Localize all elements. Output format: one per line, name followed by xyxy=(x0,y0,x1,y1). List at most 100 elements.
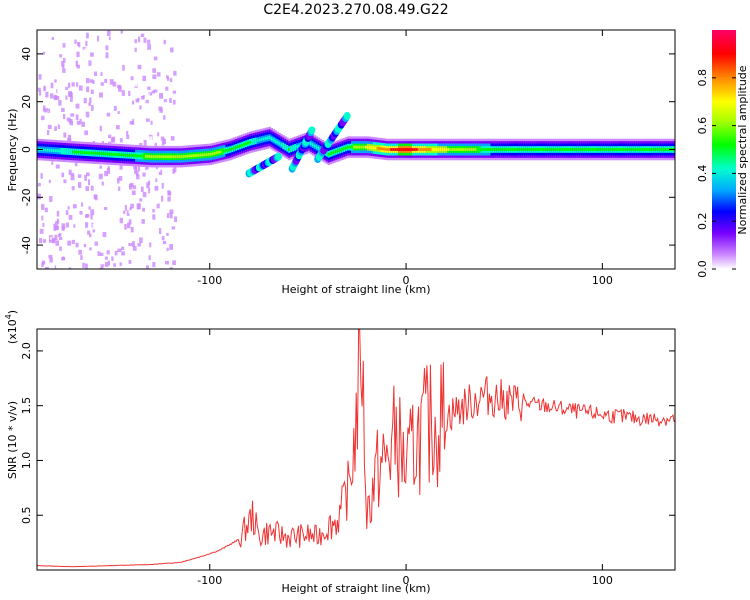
noise-cell xyxy=(61,61,65,67)
spectrogram-cell xyxy=(355,145,358,149)
noise-cell xyxy=(46,215,50,220)
noise-cell xyxy=(70,174,75,181)
spectrogram-cell xyxy=(651,148,654,151)
spectrogram-cell xyxy=(52,149,56,152)
noise-cell xyxy=(90,214,93,220)
noise-cell xyxy=(132,246,137,251)
noise-cell xyxy=(110,36,114,41)
noise-cell xyxy=(139,142,143,148)
noise-cell xyxy=(71,245,76,252)
noise-cell xyxy=(84,174,87,181)
spectrogram-cell xyxy=(614,148,617,151)
noise-cell xyxy=(128,260,132,264)
spectrogram-cell xyxy=(162,155,166,159)
spectrogram-cell xyxy=(631,148,635,151)
noise-cell xyxy=(162,138,166,145)
noise-cell xyxy=(54,126,57,132)
noise-cell xyxy=(138,36,141,43)
spectrogram-cell xyxy=(156,155,160,159)
spectrogram-cell xyxy=(529,148,533,151)
noise-cell xyxy=(161,77,165,82)
spectrogram-cell xyxy=(282,144,285,148)
noise-cell xyxy=(69,193,72,198)
noise-cell xyxy=(128,219,132,225)
noise-cell xyxy=(61,107,65,112)
snr-ylabel: SNR (10 * v/v) xyxy=(6,401,19,479)
noise-cell xyxy=(121,90,125,96)
noise-cell xyxy=(99,165,103,169)
noise-cell xyxy=(53,223,56,228)
spectrogram-cell xyxy=(135,154,138,158)
spectrogram-cell xyxy=(500,148,503,151)
spectrogram-cell xyxy=(252,139,256,143)
noise-cell xyxy=(72,204,77,209)
y-tick-label: -40 xyxy=(20,236,33,254)
noise-cell xyxy=(43,108,48,113)
spectrogram-cell xyxy=(610,148,613,151)
noise-cell xyxy=(131,190,136,196)
spectrogram-cell xyxy=(296,145,299,149)
noise-cell xyxy=(143,49,148,54)
noise-cell xyxy=(63,179,67,184)
spectrogram-cell xyxy=(604,148,607,151)
noise-cell xyxy=(85,186,89,191)
noise-cell xyxy=(130,76,134,81)
noise-cell xyxy=(62,57,66,63)
noise-cell xyxy=(87,179,91,186)
x-tick-label: -100 xyxy=(197,574,222,587)
spectrogram-cell xyxy=(574,148,578,151)
x-tick-label: 100 xyxy=(592,274,613,287)
spectrogram-cell xyxy=(486,148,489,151)
colorbar-tick-label: 0.6 xyxy=(696,117,709,135)
spectrogram-cell xyxy=(290,147,293,151)
noise-cell xyxy=(159,186,162,190)
noise-cell xyxy=(67,206,70,210)
noise-cell xyxy=(129,116,133,122)
spectrogram-cell xyxy=(488,148,491,151)
colorbar-ticks: 0.0 0.2 0.4 0.6 0.8 xyxy=(696,69,736,278)
spectrogram-cell xyxy=(537,148,540,151)
noise-cell xyxy=(122,64,125,71)
snr-plot-area xyxy=(37,329,675,568)
spectrogram-cell xyxy=(349,145,352,149)
spectrogram-cell xyxy=(78,150,81,154)
noise-cell xyxy=(57,51,61,55)
noise-cell xyxy=(103,73,106,80)
noise-cell xyxy=(46,32,49,38)
noise-cell xyxy=(173,70,177,76)
spectrogram-cell xyxy=(567,148,570,151)
noise-cell xyxy=(156,167,161,172)
noise-cell xyxy=(107,260,111,266)
spectrogram-cell xyxy=(197,153,201,157)
spectrogram-cell xyxy=(563,148,566,151)
spectrogram-cell xyxy=(280,143,283,147)
noise-cell xyxy=(169,78,173,83)
noise-cell xyxy=(169,209,174,214)
noise-cell xyxy=(174,216,178,223)
noise-cell xyxy=(155,178,158,183)
noise-cell xyxy=(78,90,82,95)
noise-cell xyxy=(126,130,129,136)
noise-cell xyxy=(141,219,145,224)
noise-cell xyxy=(154,199,159,204)
noise-cell xyxy=(170,47,174,53)
noise-cell xyxy=(146,200,149,205)
spectrogram-cell xyxy=(384,147,387,151)
spectrogram-cell xyxy=(95,151,99,155)
noise-cell xyxy=(128,243,132,247)
spectrogram-cell xyxy=(239,144,242,148)
noise-cell xyxy=(166,118,169,123)
spectrogram-cell xyxy=(180,155,183,159)
noise-cell xyxy=(121,246,125,251)
noise-cell xyxy=(105,52,109,59)
spectrogram-cell xyxy=(258,138,262,142)
noise-cell xyxy=(143,233,148,237)
spectrogram-cell xyxy=(555,148,558,151)
snr-panel: -100 0 100 0.5 1.0 1.5 2.0 SNR (10 * v/v) (x10… xyxy=(4,310,676,595)
noise-cell xyxy=(42,260,46,265)
colorbar-tick-label: 0.8 xyxy=(696,69,709,87)
spectrogram-cell xyxy=(178,155,181,159)
noise-cell xyxy=(106,40,109,45)
noise-cell xyxy=(120,188,124,194)
spectrogram-cell xyxy=(559,148,562,151)
